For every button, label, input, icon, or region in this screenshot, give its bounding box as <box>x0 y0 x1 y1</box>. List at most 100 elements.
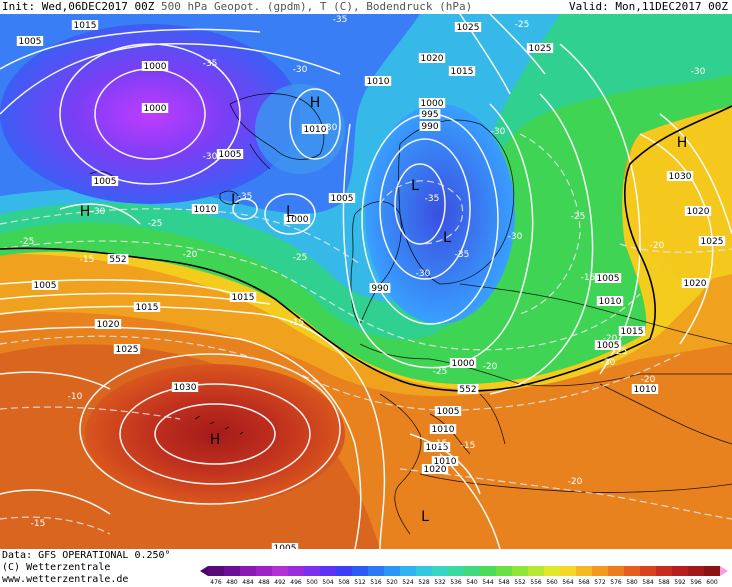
legend-arrow-right <box>720 566 728 576</box>
pressure-label: 1030 <box>666 171 694 182</box>
svg-text:-30: -30 <box>508 232 523 242</box>
pressure-label: 1020 <box>418 53 446 64</box>
pressure-label: 1020 <box>681 278 709 289</box>
svg-text:1005: 1005 <box>437 407 460 417</box>
svg-text:-30: -30 <box>91 207 106 217</box>
legend-tick-label: 576 <box>610 579 622 586</box>
svg-text:-25: -25 <box>571 212 586 222</box>
high-pressure-center: H <box>310 95 321 111</box>
legend-tick-label: 536 <box>450 579 462 586</box>
svg-text:-35: -35 <box>203 59 218 69</box>
temperature-label: -20 <box>568 477 583 487</box>
pressure-label: 1025 <box>698 236 726 247</box>
legend-swatch <box>576 566 592 576</box>
legend-swatch <box>224 566 240 576</box>
legend-swatch <box>688 566 704 576</box>
pressure-label: 1015 <box>71 20 99 31</box>
svg-text:1005: 1005 <box>219 150 242 160</box>
temperature-labels: -35 -35 -30 -30 -30 -35 -30 -35 -30 -25 -25 -30 -25 -… <box>20 15 706 529</box>
valid-info: Valid: Mon,11DEC2017 00Z <box>569 0 728 14</box>
legend-tick-label: 548 <box>498 579 510 586</box>
legend-tick-label: 540 <box>466 579 478 586</box>
legend-swatch <box>544 566 560 576</box>
svg-text:-35: -35 <box>333 15 348 25</box>
legend-tick-label: 516 <box>370 579 382 586</box>
svg-text:1015: 1015 <box>74 21 97 31</box>
temperature-label: -25 <box>515 20 530 30</box>
temperature-label: -25 <box>20 237 35 247</box>
svg-text:1020: 1020 <box>424 465 447 475</box>
pressure-label: 1000 <box>418 98 446 109</box>
svg-text:-20: -20 <box>483 362 498 372</box>
legend-swatch <box>368 566 384 576</box>
svg-text:1020: 1020 <box>421 54 444 64</box>
website-link[interactable]: www.wetterzentrale.de <box>2 574 129 585</box>
legend-swatch <box>656 566 672 576</box>
legend-tick-label: 588 <box>658 579 670 586</box>
temperature-label: -30 <box>203 152 218 162</box>
legend-tick-label: 508 <box>338 579 350 586</box>
pressure-label: 1015 <box>448 66 476 77</box>
map-header: Init: Wed,06DEC2017 00Z 500 hPa Geopot. … <box>0 0 732 14</box>
legend-swatch <box>400 566 416 576</box>
svg-text:1025: 1025 <box>116 345 139 355</box>
temperature-label: -30 <box>691 67 706 77</box>
svg-text:990: 990 <box>421 122 438 132</box>
pressure-label: 1020 <box>94 319 122 330</box>
legend-tick-label: 496 <box>290 579 302 586</box>
legend-swatch <box>336 566 352 576</box>
legend-swatch <box>240 566 256 576</box>
legend-swatch <box>432 566 448 576</box>
legend-swatch <box>528 566 544 576</box>
legend-tick-label: 568 <box>578 579 590 586</box>
svg-text:1015: 1015 <box>451 67 474 77</box>
temperature-label: -15 <box>80 255 95 265</box>
legend-tick-label: 512 <box>354 579 366 586</box>
svg-text:990: 990 <box>371 284 388 294</box>
legend-tick-label: 532 <box>434 579 446 586</box>
pressure-centers: H H H L L L L H L <box>80 95 688 525</box>
pressure-label: 1020 <box>684 206 712 217</box>
temperature-label: -20 <box>603 334 618 344</box>
legend-swatch <box>288 566 304 576</box>
legend-tick-label: 520 <box>386 579 398 586</box>
svg-text:1000: 1000 <box>452 359 475 369</box>
legend-swatch <box>320 566 336 576</box>
svg-text:-25: -25 <box>433 367 448 377</box>
legend-swatch <box>512 566 528 576</box>
pressure-label: 1000 <box>141 61 169 72</box>
svg-text:1010: 1010 <box>304 125 327 135</box>
temperature-label: -35 <box>203 59 218 69</box>
low-pressure-center: L <box>443 230 451 246</box>
svg-text:1005: 1005 <box>34 281 57 291</box>
legend-tick-label: 504 <box>322 579 334 586</box>
legend-tick-label: 500 <box>306 579 318 586</box>
legend-tick-label: 592 <box>674 579 686 586</box>
legend-tick-label: 488 <box>258 579 270 586</box>
svg-text:-10: -10 <box>68 392 83 402</box>
high-pressure-center: H <box>677 135 688 151</box>
temperature-label: -30 <box>491 127 506 137</box>
temperature-label: -15 <box>433 439 448 449</box>
pressure-label: 1015 <box>423 442 451 453</box>
pressure-label: 1005 <box>216 149 244 160</box>
svg-text:-15: -15 <box>461 441 476 451</box>
temperature-label: -15 <box>461 441 476 451</box>
svg-text:1010: 1010 <box>432 425 455 435</box>
svg-text:-35: -35 <box>425 194 440 204</box>
legend-swatch <box>672 566 688 576</box>
svg-text:1025: 1025 <box>701 237 724 247</box>
svg-text:1020: 1020 <box>684 279 707 289</box>
svg-text:-30: -30 <box>416 269 431 279</box>
pressure-label: 990 <box>369 283 391 294</box>
temperature-label: -25 <box>293 253 308 263</box>
svg-text:1005: 1005 <box>94 177 117 187</box>
svg-text:-15: -15 <box>581 273 596 283</box>
temperature-label: -30 <box>416 269 431 279</box>
svg-text:-30: -30 <box>601 358 616 368</box>
svg-text:1030: 1030 <box>174 383 197 393</box>
svg-text:-15: -15 <box>80 255 95 265</box>
temperature-label: -35 <box>455 250 470 260</box>
svg-text:1015: 1015 <box>621 327 644 337</box>
pressure-labels: 1015 1005 1000 1000 1005 1005 1010 1010 1000 1005… <box>16 20 726 549</box>
